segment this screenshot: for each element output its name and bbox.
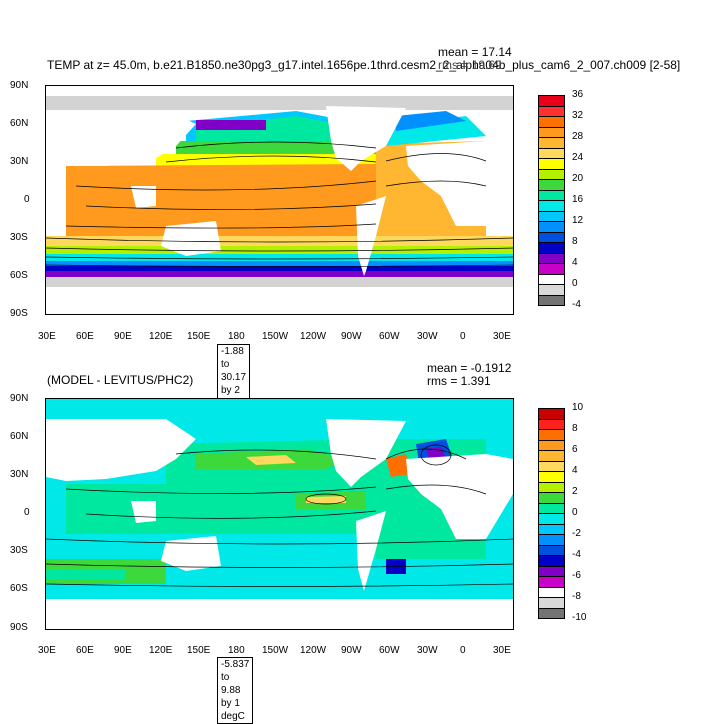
bottom-anomaly-field bbox=[46, 399, 513, 629]
bottom-title: (MODEL - LEVITUS/PHC2) bbox=[47, 373, 194, 387]
bottom-colorbar-label: -10 bbox=[572, 612, 587, 623]
bottom-map-svg bbox=[46, 399, 513, 629]
bottom-lon-tick: 0 bbox=[460, 645, 466, 656]
bottom-lat-tick-30S: 30S bbox=[10, 545, 28, 556]
top-colorbar-label: 0 bbox=[572, 278, 578, 289]
bottom-lon-tick: 30W bbox=[417, 645, 438, 656]
top-lat-tick-60N: 60N bbox=[10, 118, 29, 129]
top-rms: rms = 19.69 bbox=[438, 58, 502, 72]
top-colorbar-label: 8 bbox=[572, 236, 578, 247]
bottom-colorbar-label: 10 bbox=[572, 402, 584, 413]
top-map bbox=[45, 85, 514, 315]
top-lat-tick-30S: 30S bbox=[10, 232, 28, 243]
top-lon-tick: 180 bbox=[228, 331, 245, 342]
top-lon-tick: 150W bbox=[262, 331, 289, 342]
bottom-lat-tick-0: 0 bbox=[24, 507, 30, 518]
top-lat-tick-0: 0 bbox=[24, 194, 30, 205]
top-lon-tick: 120W bbox=[300, 331, 327, 342]
bottom-lat-tick-60N: 60N bbox=[10, 431, 29, 442]
top-lat-tick-30N: 30N bbox=[10, 156, 29, 167]
top-colorbar: 36 32 28 24 20 16 12 8 4 0 -4 bbox=[538, 89, 598, 310]
top-colorbar-label: 36 bbox=[572, 89, 584, 100]
top-map-svg bbox=[46, 86, 513, 314]
bottom-lon-tick: 60W bbox=[379, 645, 400, 656]
bottom-colorbar-swatch bbox=[538, 607, 565, 619]
bottom-colorbar-label: 6 bbox=[572, 444, 578, 455]
top-lon-tick: 90E bbox=[114, 331, 132, 342]
top-colorbar-label: 12 bbox=[572, 215, 584, 226]
bottom-lat-tick-90S: 90S bbox=[10, 622, 28, 633]
top-lon-tick: 120E bbox=[149, 331, 173, 342]
bottom-lat-tick-90N: 90N bbox=[10, 393, 29, 404]
bottom-lon-tick: 120W bbox=[300, 645, 327, 656]
top-lon-tick: 30E bbox=[493, 331, 511, 342]
top-lon-tick: 150E bbox=[187, 331, 211, 342]
bottom-lon-tick: 60E bbox=[76, 645, 94, 656]
bottom-lon-tick: 90W bbox=[341, 645, 362, 656]
top-colorbar-label: 16 bbox=[572, 194, 584, 205]
bottom-colorbar: 10 8 6 4 2 0 -2 -4 -6 -8 -10 bbox=[538, 402, 598, 623]
top-colorbar-label: 32 bbox=[572, 110, 584, 121]
top-colorbar-label: 24 bbox=[572, 152, 584, 163]
bottom-mean: mean = -0.1912 bbox=[427, 361, 512, 375]
bottom-lon-tick: 150W bbox=[262, 645, 289, 656]
top-colorbar-label: -4 bbox=[572, 299, 581, 310]
top-contours bbox=[46, 141, 513, 267]
bottom-lat-tick-30N: 30N bbox=[10, 469, 29, 480]
top-title: TEMP at z= 45.0m, b.e21.B1850.ne30pg3_g1… bbox=[47, 58, 681, 72]
bottom-colorbar-label: 2 bbox=[572, 486, 578, 497]
bottom-lat-tick-60S: 60S bbox=[10, 583, 28, 594]
top-lon-tick: 60W bbox=[379, 331, 400, 342]
bottom-colorbar-label: 0 bbox=[572, 507, 578, 518]
bottom-lon-tick: 120E bbox=[149, 645, 173, 656]
bottom-map bbox=[45, 398, 514, 630]
bottom-lon-tick: 180 bbox=[228, 645, 245, 656]
top-lon-tick: 30W bbox=[417, 331, 438, 342]
bottom-contours bbox=[46, 444, 513, 587]
top-colorbar-label: 20 bbox=[572, 173, 584, 184]
top-lon-tick: 0 bbox=[460, 331, 466, 342]
bottom-colorbar-label: -8 bbox=[572, 591, 581, 602]
top-colorbar-label: 4 bbox=[572, 257, 578, 268]
bottom-lon-tick: 90E bbox=[114, 645, 132, 656]
top-mean: mean = 17.14 bbox=[438, 45, 512, 59]
bottom-colorbar-label: -2 bbox=[572, 528, 581, 539]
top-land bbox=[46, 106, 513, 276]
top-lat-tick-90S: 90S bbox=[10, 308, 28, 319]
bottom-lon-tick: 30E bbox=[493, 645, 511, 656]
top-colorbar-swatch bbox=[538, 294, 565, 306]
bottom-land bbox=[46, 419, 513, 591]
bottom-colorbar-label: -4 bbox=[572, 549, 581, 560]
top-lon-tick: 90W bbox=[341, 331, 362, 342]
bottom-colorbar-label: 4 bbox=[572, 465, 578, 476]
bottom-rms: rms = 1.391 bbox=[427, 374, 491, 388]
bottom-colorbar-label: 8 bbox=[572, 423, 578, 434]
bottom-lon-tick: 150E bbox=[187, 645, 211, 656]
bottom-colorbar-label: -6 bbox=[572, 570, 581, 581]
top-colorbar-label: 28 bbox=[572, 131, 584, 142]
bottom-range-label: -5.837 to 9.88 by 1 degC bbox=[217, 657, 254, 724]
top-lat-tick-60S: 60S bbox=[10, 270, 28, 281]
top-lon-tick: 30E bbox=[38, 331, 56, 342]
top-lat-tick-90N: 90N bbox=[10, 80, 29, 91]
bottom-lon-tick: 30E bbox=[38, 645, 56, 656]
top-lon-tick: 60E bbox=[76, 331, 94, 342]
